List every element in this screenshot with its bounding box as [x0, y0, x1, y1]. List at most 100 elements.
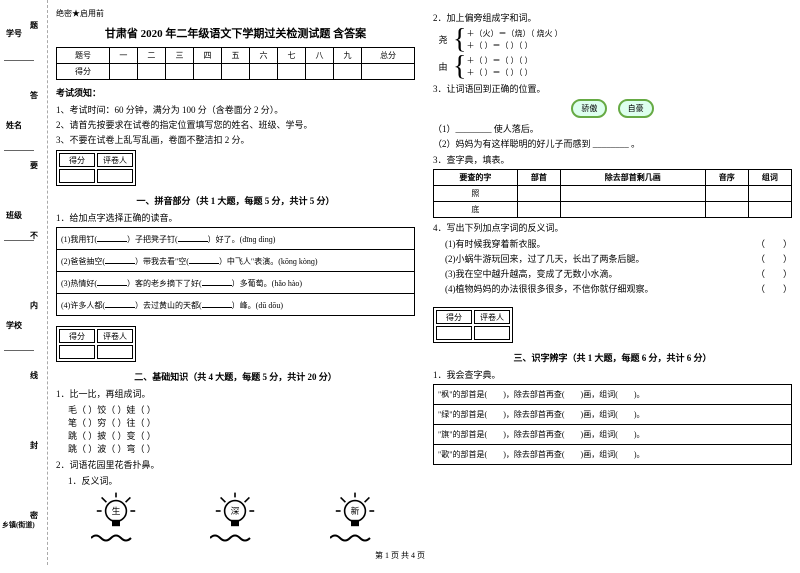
score-cell[interactable]	[165, 64, 193, 80]
score-cell[interactable]	[109, 64, 137, 80]
scorebox-cell[interactable]	[59, 345, 95, 359]
score-cell[interactable]	[334, 64, 362, 80]
scorebox-label: 得分	[436, 310, 472, 324]
notice-title: 考试须知：	[56, 86, 415, 99]
lookup-cell[interactable]	[560, 186, 705, 202]
score-cell[interactable]	[221, 64, 249, 80]
scorebox-label: 评卷人	[474, 310, 510, 324]
notice-line: 3、不要在试卷上乱写乱画，卷面不整洁扣 2 分。	[56, 133, 415, 146]
brace-line: ＋（ ）＝（ ）（ ）	[466, 40, 562, 51]
left-column: 绝密★启用前 甘肃省 2020 年二年级语文下学期过关检测试题 含答案 题号 一…	[56, 8, 415, 573]
bulb-icon: 新	[330, 491, 380, 531]
r3-line: （1）________ 使人落后。	[433, 122, 792, 135]
score-header: 六	[249, 48, 277, 64]
brace-head: 尧	[433, 33, 453, 46]
score-cell[interactable]	[306, 64, 334, 80]
word-pill: 骄傲	[571, 99, 607, 118]
score-row-label: 得分	[57, 64, 110, 80]
binding-label: 学号	[6, 28, 22, 39]
score-cell[interactable]	[278, 64, 306, 80]
notice-line: 1、考试时间：60 分钟，满分为 100 分（含卷面分 2 分）。	[56, 103, 415, 116]
brace-block-2: 由 { ＋（ ）＝（ ）（ ） ＋（ ）＝（ ）（ ）	[433, 54, 792, 79]
dict-row: "绿"的部首是( )，除去部首再查( )画，组词( )。	[434, 405, 792, 425]
r4-line: (3)我在空中越升越高，变成了无数小水滴。（ ）	[445, 267, 792, 280]
r4-line: (1)有时候我穿着新衣服。（ ）	[445, 237, 792, 250]
score-cell[interactable]	[137, 64, 165, 80]
lookup-header: 音序	[705, 170, 748, 186]
brace-head: 由	[433, 60, 453, 73]
seal-char: 封	[30, 440, 38, 451]
compare-row: 跳（ ）波（ ）弯（ ）	[68, 442, 415, 455]
scorebox-label: 评卷人	[97, 153, 133, 167]
svg-text:新: 新	[351, 505, 360, 516]
section-scorebox: 得分评卷人	[56, 326, 136, 362]
lookup-cell[interactable]	[705, 186, 748, 202]
lookup-cell[interactable]	[705, 202, 748, 218]
q1-stem: 1．给加点字选择正确的读音。	[56, 211, 415, 224]
section-scorebox: 得分评卷人	[56, 150, 136, 186]
score-header: 三	[165, 48, 193, 64]
brace-icon: {	[453, 60, 466, 74]
score-cell[interactable]	[193, 64, 221, 80]
score-header: 八	[306, 48, 334, 64]
q2-2: 2．词语花园里花香扑鼻。	[56, 458, 415, 471]
score-header: 五	[221, 48, 249, 64]
q3-1: 1．我会查字典。	[433, 368, 792, 381]
lookup-cell[interactable]	[517, 186, 560, 202]
score-header: 总分	[362, 48, 415, 64]
seal-char: 题	[30, 20, 38, 31]
seal-char: 密	[30, 510, 38, 521]
lookup-cell[interactable]	[748, 202, 791, 218]
score-header: 七	[278, 48, 306, 64]
binding-label: 班级	[6, 210, 22, 221]
pill-row: 骄傲 自豪	[433, 99, 792, 118]
lookup-header: 部首	[517, 170, 560, 186]
pinyin-row: (2)爸爸抽空(）带我去看"空(）中飞人"表演。(kōnɡ kònɡ)	[57, 250, 415, 272]
section-scorebox: 得分评卷人	[433, 307, 513, 343]
section-1-heading: 一、拼音部分（共 1 大题，每题 5 分，共计 5 分）	[56, 194, 415, 207]
pinyin-row: (1)我用钉(）子把凳子钉(）好了。(dīnɡ dìnɡ)	[57, 228, 415, 250]
binding-label: 学校	[6, 320, 22, 331]
lookup-cell[interactable]	[748, 186, 791, 202]
score-header: 一	[109, 48, 137, 64]
lookup-char: 照	[434, 186, 518, 202]
compare-row: 毛（ ）饺（ ）娃（ ）	[68, 403, 415, 416]
bulb-icon: 深	[210, 491, 260, 531]
binding-label: 乡镇(街道)	[2, 520, 35, 530]
binding-line	[4, 150, 34, 151]
binding-line	[4, 60, 34, 61]
section-3-heading: 三、识字辨字（共 1 大题，每题 6 分，共计 6 分）	[433, 351, 792, 364]
right-column: 2．加上偏旁组成字和词。 尧 { ＋（火）＝（烧）（ 烧火 ） ＋（ ）＝（ ）…	[433, 8, 792, 573]
word-pill: 自豪	[618, 99, 654, 118]
scorebox-label: 评卷人	[97, 329, 133, 343]
binding-margin: 学号 姓名 班级 学校 乡镇(街道) 题 答 要 不 内 线 封 密	[0, 0, 48, 565]
scorebox-cell[interactable]	[97, 345, 133, 359]
binding-label: 姓名	[6, 120, 22, 131]
brace-line: ＋（ ）＝（ ）（ ）	[466, 55, 532, 66]
score-cell[interactable]	[249, 64, 277, 80]
dict-row: "旗"的部首是( )，除去部首再查( )画，组词( )。	[434, 425, 792, 445]
score-header: 题号	[57, 48, 110, 64]
score-header: 四	[193, 48, 221, 64]
exam-title: 甘肃省 2020 年二年级语文下学期过关检测试题 含答案	[56, 25, 415, 41]
score-header: 九	[334, 48, 362, 64]
page-footer: 第 1 页 共 4 页	[0, 550, 800, 561]
lookup-cell[interactable]	[560, 202, 705, 218]
pinyin-table: (1)我用钉(）子把凳子钉(）好了。(dīnɡ dìnɡ) (2)爸爸抽空(）带…	[56, 227, 415, 316]
score-cell[interactable]	[362, 64, 415, 80]
seal-char: 线	[30, 370, 38, 381]
notice-line: 2、请首先按要求在试卷的指定位置填写您的姓名、班级、学号。	[56, 118, 415, 131]
scorebox-cell[interactable]	[436, 326, 472, 340]
brace-line: ＋（火）＝（烧）（ 烧火 ）	[466, 28, 562, 39]
scorebox-label: 得分	[59, 329, 95, 343]
brace-block-1: 尧 { ＋（火）＝（烧）（ 烧火 ） ＋（ ）＝（ ）（ ）	[433, 27, 792, 52]
compare-row: 跳（ ）披（ ）变（ ）	[68, 429, 415, 442]
scorebox-cell[interactable]	[474, 326, 510, 340]
score-header: 二	[137, 48, 165, 64]
scorebox-cell[interactable]	[59, 169, 95, 183]
r3-line: （2）妈妈为有这样聪明的好儿子而感到 ________ 。	[433, 137, 792, 150]
scorebox-cell[interactable]	[97, 169, 133, 183]
compare-row: 笔（ ）穷（ ）往（ ）	[68, 416, 415, 429]
score-table: 题号 一 二 三 四 五 六 七 八 九 总分 得分	[56, 47, 415, 80]
lookup-cell[interactable]	[517, 202, 560, 218]
